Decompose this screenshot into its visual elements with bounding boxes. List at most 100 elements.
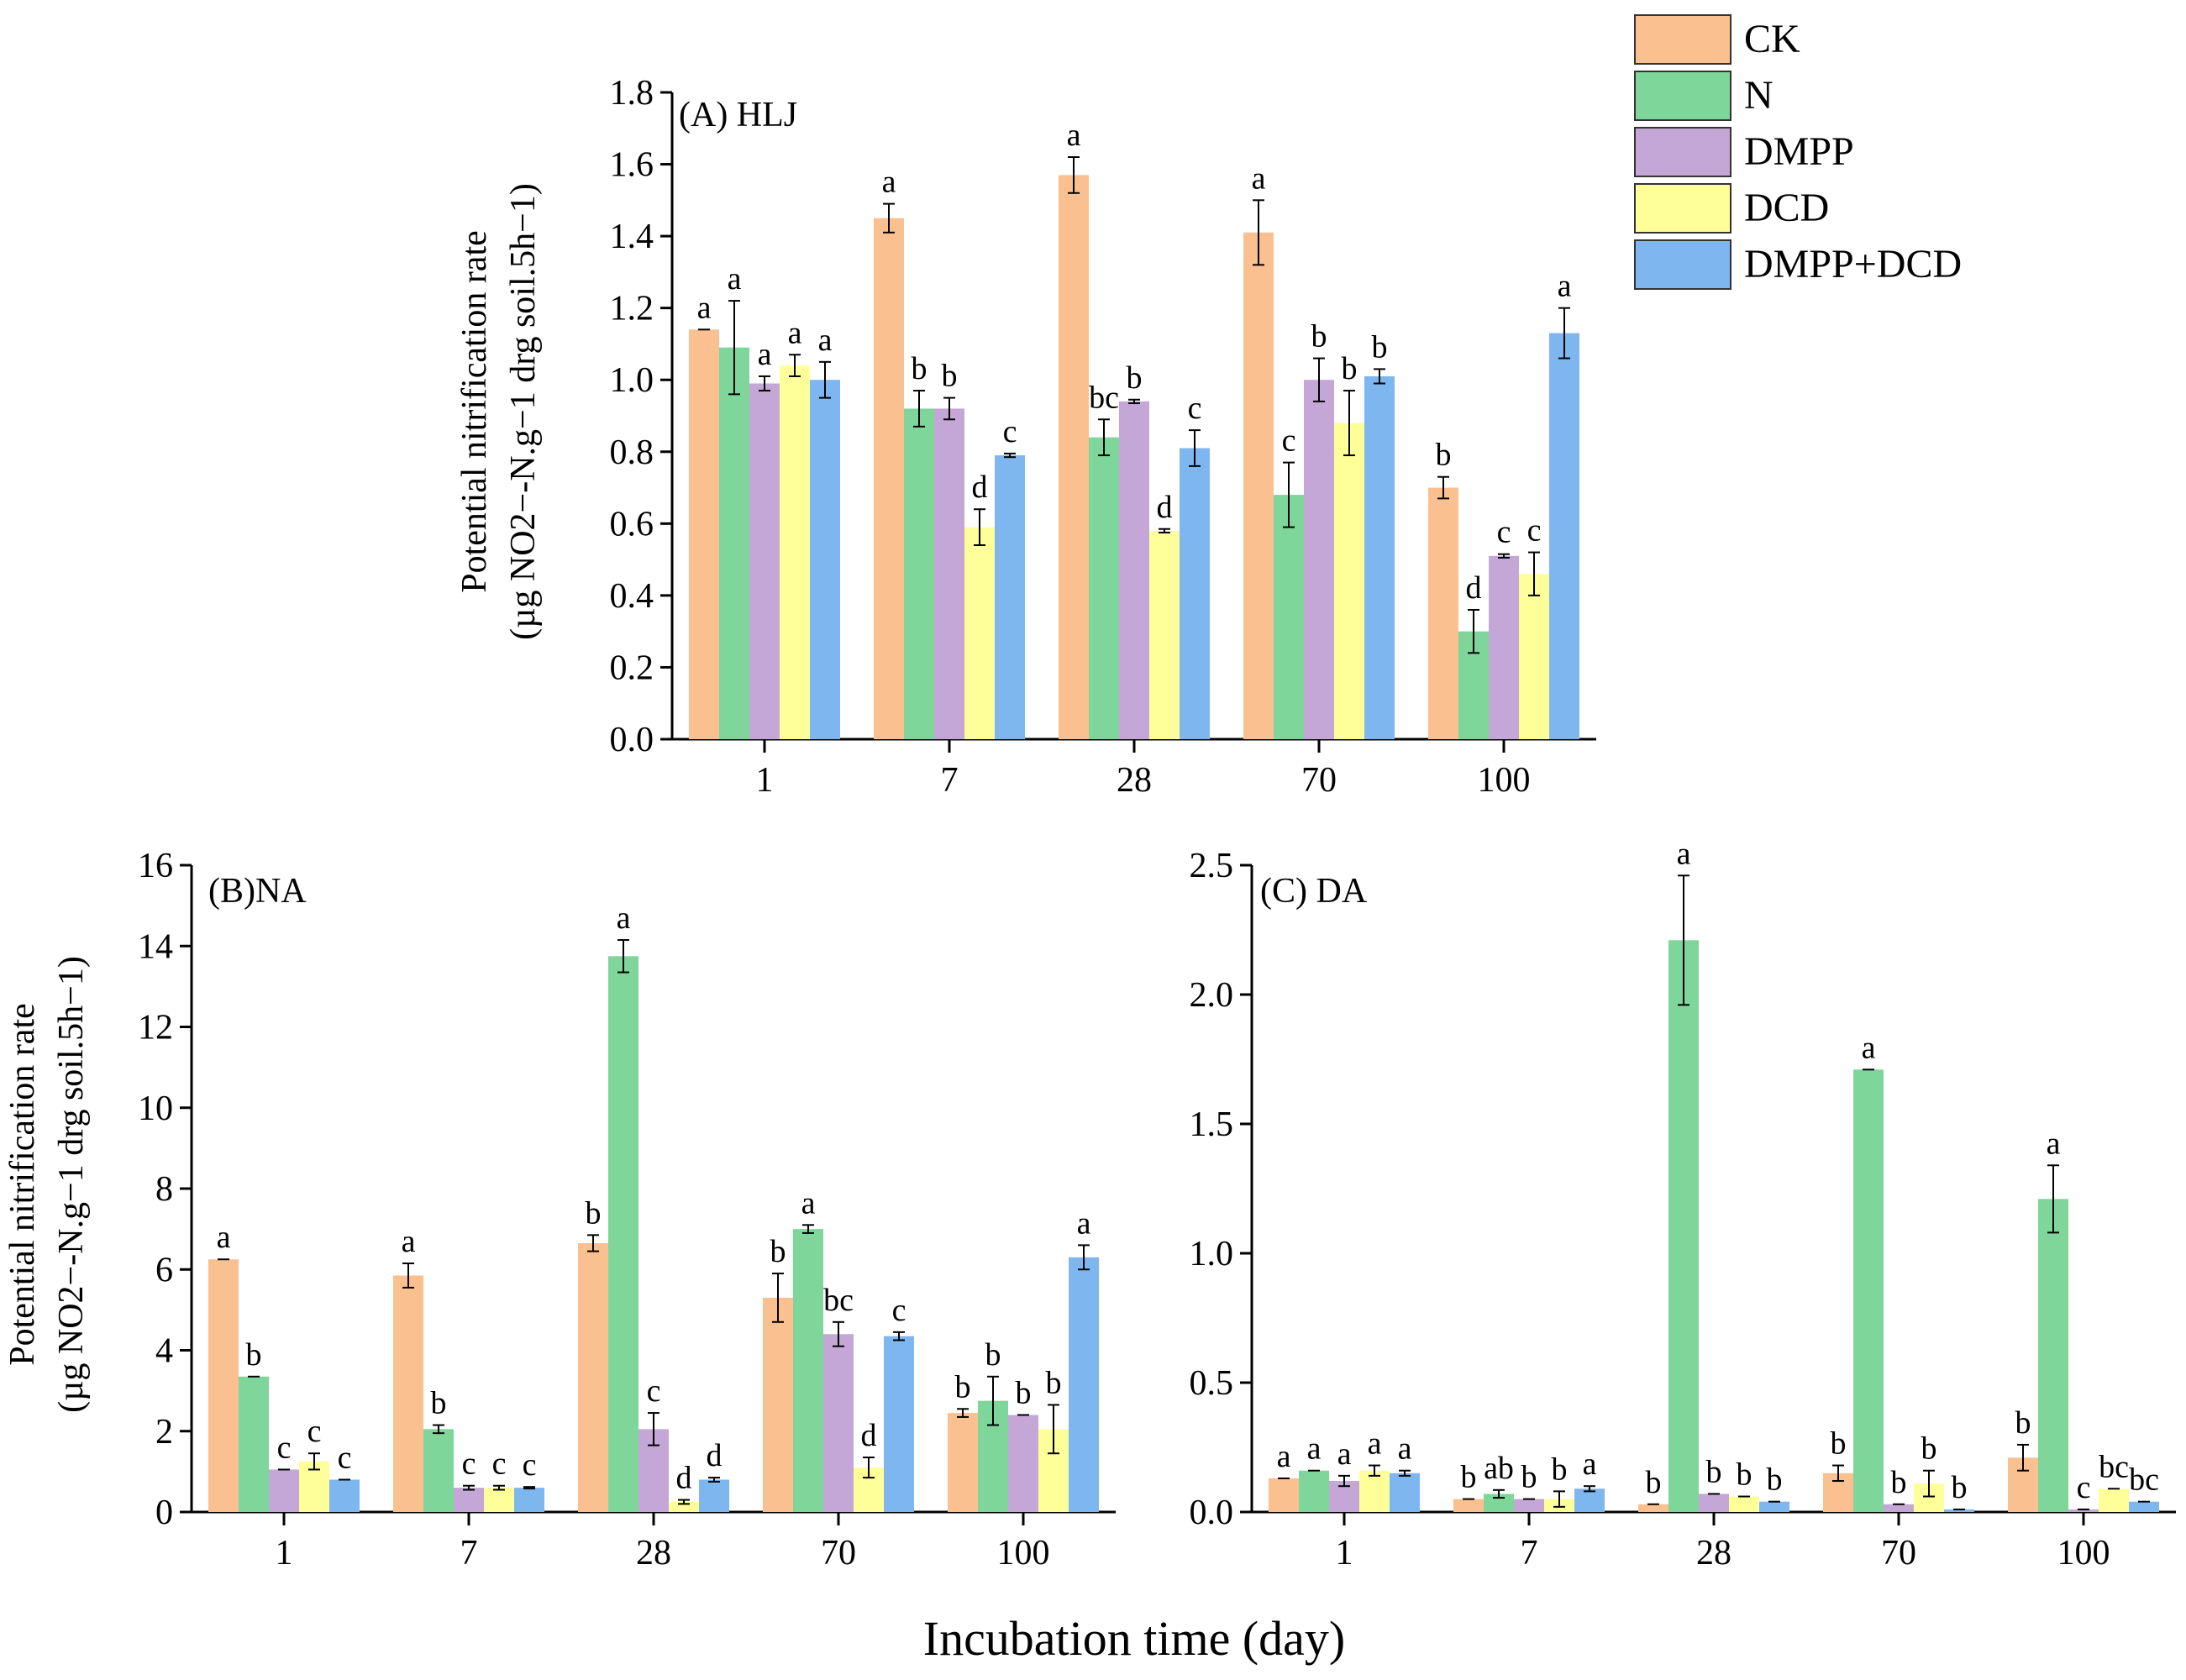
x-tick-label: 7 (460, 1534, 478, 1572)
significance-letter: a (1583, 1446, 1597, 1482)
significance-letter: b (1921, 1431, 1937, 1467)
y-tick-label: 0.0 (610, 721, 654, 759)
bar-dmpp (1119, 401, 1149, 739)
bar-dmpp-dcd (699, 1479, 729, 1512)
significance-letter: a (1398, 1431, 1412, 1467)
significance-letter: c (277, 1430, 292, 1465)
significance-letter: a (1558, 269, 1572, 304)
significance-letter: b (431, 1386, 447, 1421)
bar-dcd (780, 365, 810, 739)
bar-n (2038, 1199, 2068, 1512)
significance-letter: c (1188, 391, 1202, 426)
significance-letter: a (1337, 1436, 1352, 1472)
y-tick-label: 2.0 (1190, 976, 1234, 1015)
bar-dmpp (1699, 1494, 1729, 1512)
significance-letter: a (801, 1185, 816, 1221)
legend-label: N (1744, 73, 1773, 118)
x-tick-label: 1 (276, 1534, 293, 1572)
bar-n (719, 347, 749, 739)
significance-letter: c (338, 1441, 352, 1476)
y-tick-label: 1.2 (610, 290, 654, 328)
bar-dcd (1149, 530, 1180, 739)
bar-dmpp (1008, 1415, 1038, 1512)
bar-n (423, 1429, 454, 1512)
significance-letter: c (307, 1414, 322, 1449)
significance-letter: b (1767, 1462, 1783, 1498)
significance-letter: d (1157, 490, 1173, 525)
bar-ck (689, 329, 719, 739)
bar-dmpp-dcd (1364, 375, 1395, 739)
significance-letter: b (1831, 1426, 1847, 1462)
bar-dmpp (934, 408, 964, 739)
bar-dmpp (1514, 1499, 1544, 1512)
y-tick-label: 6 (155, 1251, 173, 1289)
y-tick-label: 1.0 (1190, 1235, 1234, 1273)
significance-letter: c (1497, 515, 1511, 550)
significance-letter: b (246, 1337, 262, 1373)
ylabel-line1: Potential nitrification rate (455, 230, 494, 593)
bar-dmpp-dcd (1759, 1501, 1789, 1512)
significance-letter: d (972, 470, 988, 505)
significance-letter: b (1461, 1460, 1477, 1495)
bar-ck (1428, 487, 1458, 739)
significance-letter: a (617, 900, 631, 936)
significance-letter: b (1646, 1465, 1662, 1500)
legend-label: DCD (1744, 186, 1829, 230)
y-tick-label: 1.0 (610, 361, 654, 400)
y-tick-label: 2.5 (1190, 847, 1234, 885)
bar-dcd (964, 527, 995, 739)
significance-letter: b (955, 1369, 971, 1404)
significance-letter: a (882, 165, 896, 200)
x-tick-label: 28 (636, 1534, 671, 1572)
ylabel-line1: Potential nitrification rate (3, 1003, 42, 1366)
bar-dmpp-dcd (2129, 1501, 2159, 1512)
significance-letter: a (1277, 1439, 1291, 1474)
significance-letter: a (1252, 160, 1266, 196)
panel-a-hlj: Potential nitrification rate (µg NO2−-N.… (455, 74, 1596, 800)
significance-letter: b (942, 359, 958, 394)
bar-n (608, 956, 638, 1512)
panel-b-ylabel: Potential nitrification rate (µg NO2−-N.… (3, 956, 91, 1413)
significance-letter: c (462, 1446, 476, 1482)
bar-ck (763, 1297, 793, 1512)
legend: CK N DMPP DCD DMPP+DCD (1634, 14, 1962, 290)
legend-swatch (1634, 71, 1731, 121)
significance-letter: b (985, 1337, 1001, 1373)
legend-swatch (1634, 127, 1731, 177)
x-tick-label: 70 (1301, 761, 1337, 800)
significance-letter: d (707, 1438, 723, 1473)
bar-ck (948, 1413, 978, 1512)
ylabel-line2: (µg NO2−-N.g−1 drg soil.5h−1) (504, 183, 543, 640)
bar-dcd (669, 1501, 699, 1512)
significance-letter: b (1952, 1470, 1968, 1505)
x-tick-label: 70 (1881, 1534, 1916, 1572)
legend-swatch (1634, 239, 1731, 290)
bar-dmpp (823, 1334, 854, 1512)
significance-letter: a (1677, 836, 1691, 871)
bar-dmpp (1884, 1504, 1914, 1512)
y-tick-label: 12 (138, 1009, 173, 1047)
significance-letter: b (1706, 1454, 1722, 1489)
significance-letter: c (1282, 423, 1296, 459)
bar-dmpp (2068, 1509, 2099, 1512)
x-tick-label: 1 (1336, 1534, 1353, 1572)
bar-dmpp-dcd (810, 380, 840, 739)
significance-letter: b (1552, 1452, 1568, 1487)
significance-letter: a (1077, 1205, 1091, 1241)
significance-letter: b (1127, 360, 1143, 396)
significance-letter: b (1046, 1365, 1062, 1400)
panel-title: (A) HLJ (679, 96, 797, 134)
bar-dcd (1334, 423, 1364, 739)
significance-letter: a (1067, 118, 1081, 153)
bar-n (1668, 940, 1699, 1512)
y-tick-label: 8 (155, 1170, 173, 1209)
bar-dmpp-dcd (329, 1479, 360, 1512)
y-tick-label: 1.8 (610, 74, 654, 113)
y-tick-label: 0.2 (610, 648, 654, 687)
significance-letter: c (1003, 414, 1017, 449)
x-tick-label: 1 (756, 761, 774, 800)
bar-ck (393, 1275, 423, 1512)
significance-letter: b (586, 1195, 602, 1231)
